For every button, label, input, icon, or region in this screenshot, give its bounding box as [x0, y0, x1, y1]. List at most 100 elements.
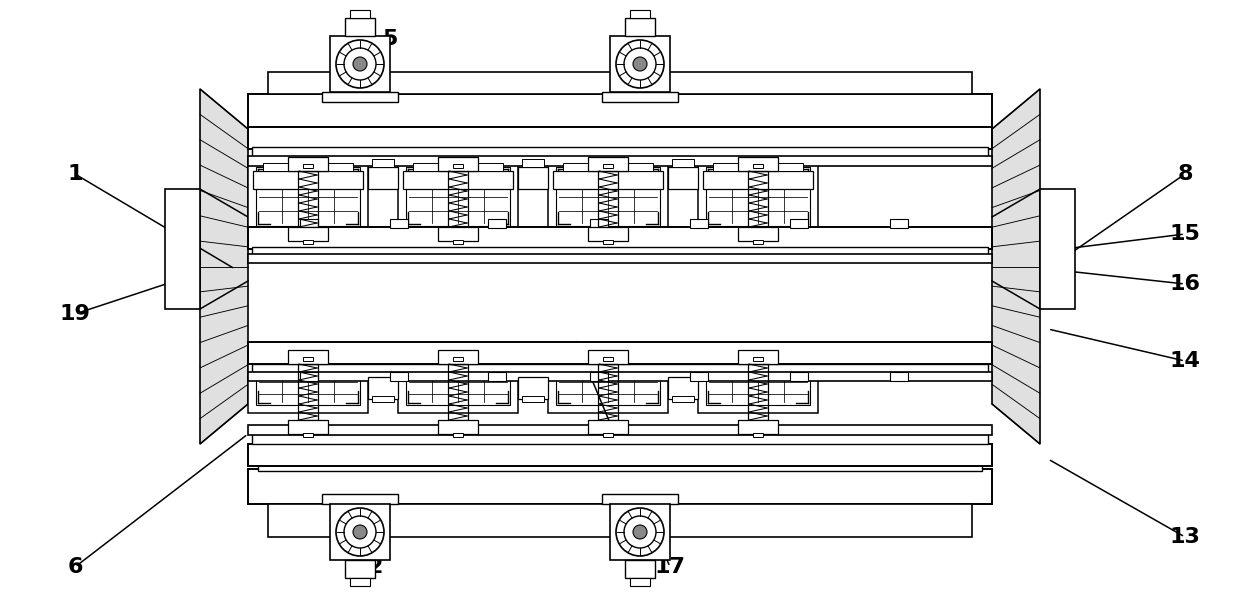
Polygon shape	[200, 89, 248, 444]
Bar	[556, 359, 660, 405]
Text: 4: 4	[637, 29, 652, 49]
Bar	[372, 159, 394, 167]
Bar	[248, 425, 992, 435]
Circle shape	[624, 516, 656, 548]
Bar	[248, 127, 992, 149]
Bar	[689, 219, 708, 228]
Bar	[303, 357, 312, 361]
Text: 14: 14	[1169, 351, 1200, 371]
Circle shape	[336, 508, 384, 556]
Bar	[890, 372, 908, 381]
Bar	[350, 10, 370, 18]
Bar	[165, 189, 200, 309]
Bar	[453, 357, 463, 361]
Bar	[672, 396, 694, 402]
Bar	[610, 36, 670, 92]
Bar	[518, 167, 548, 189]
Bar	[1040, 189, 1075, 309]
Circle shape	[624, 48, 656, 80]
Bar	[703, 171, 813, 189]
Bar	[588, 420, 627, 434]
Bar	[345, 560, 374, 578]
Bar	[303, 433, 312, 437]
Bar	[248, 159, 368, 234]
Bar	[738, 157, 777, 171]
Bar	[548, 351, 668, 413]
Text: 8: 8	[1177, 164, 1193, 184]
Bar	[790, 219, 808, 228]
Bar	[298, 171, 317, 227]
Bar	[398, 159, 518, 234]
Bar	[698, 159, 818, 234]
Bar	[590, 372, 608, 381]
Bar	[300, 372, 317, 381]
Bar	[248, 372, 992, 381]
Bar	[748, 364, 768, 420]
Bar	[391, 219, 408, 228]
Bar	[298, 364, 317, 420]
Text: 16: 16	[1169, 274, 1200, 294]
Bar	[248, 444, 992, 466]
Bar	[255, 167, 360, 226]
Text: 6: 6	[67, 557, 83, 577]
Bar	[303, 164, 312, 168]
Bar	[706, 359, 810, 405]
Bar	[372, 396, 394, 402]
Bar	[252, 364, 988, 372]
Bar	[598, 364, 618, 420]
Bar	[556, 167, 660, 226]
Bar	[453, 433, 463, 437]
Bar	[738, 227, 777, 241]
Bar	[753, 433, 763, 437]
Text: 15: 15	[1169, 224, 1200, 244]
Bar	[448, 171, 467, 227]
Bar	[438, 227, 477, 241]
Bar	[668, 167, 698, 189]
Bar	[689, 372, 708, 381]
Bar	[601, 92, 678, 102]
Bar	[630, 578, 650, 586]
Bar	[598, 171, 618, 227]
Bar	[330, 504, 391, 560]
Bar	[588, 157, 627, 171]
Bar	[350, 578, 370, 586]
Circle shape	[616, 508, 663, 556]
Bar	[603, 357, 613, 361]
Bar	[403, 171, 513, 189]
Bar	[405, 359, 510, 405]
Bar	[753, 357, 763, 361]
Bar	[248, 342, 992, 364]
Bar	[405, 167, 510, 226]
Bar	[345, 18, 374, 36]
Bar	[438, 157, 477, 171]
Bar	[738, 420, 777, 434]
Bar	[713, 163, 804, 171]
Bar	[448, 364, 467, 420]
Bar	[248, 469, 992, 504]
Bar	[625, 18, 655, 36]
Text: 2: 2	[367, 557, 383, 577]
Bar	[413, 163, 503, 171]
Bar	[563, 163, 653, 171]
Text: 5: 5	[382, 29, 398, 49]
Bar	[330, 36, 391, 92]
Bar	[553, 171, 663, 189]
Text: 1: 1	[67, 164, 83, 184]
Bar	[603, 433, 613, 437]
Bar	[268, 504, 972, 537]
Bar	[489, 372, 506, 381]
Bar	[252, 434, 988, 444]
Bar	[738, 350, 777, 364]
Bar	[438, 350, 477, 364]
Bar	[489, 219, 506, 228]
Bar	[748, 171, 768, 227]
Bar	[252, 247, 988, 255]
Bar	[672, 159, 694, 167]
Bar	[522, 396, 544, 402]
Bar	[263, 163, 353, 171]
Circle shape	[353, 525, 367, 539]
Bar	[368, 167, 398, 189]
Bar	[753, 240, 763, 244]
Circle shape	[343, 48, 376, 80]
Bar	[322, 494, 398, 504]
